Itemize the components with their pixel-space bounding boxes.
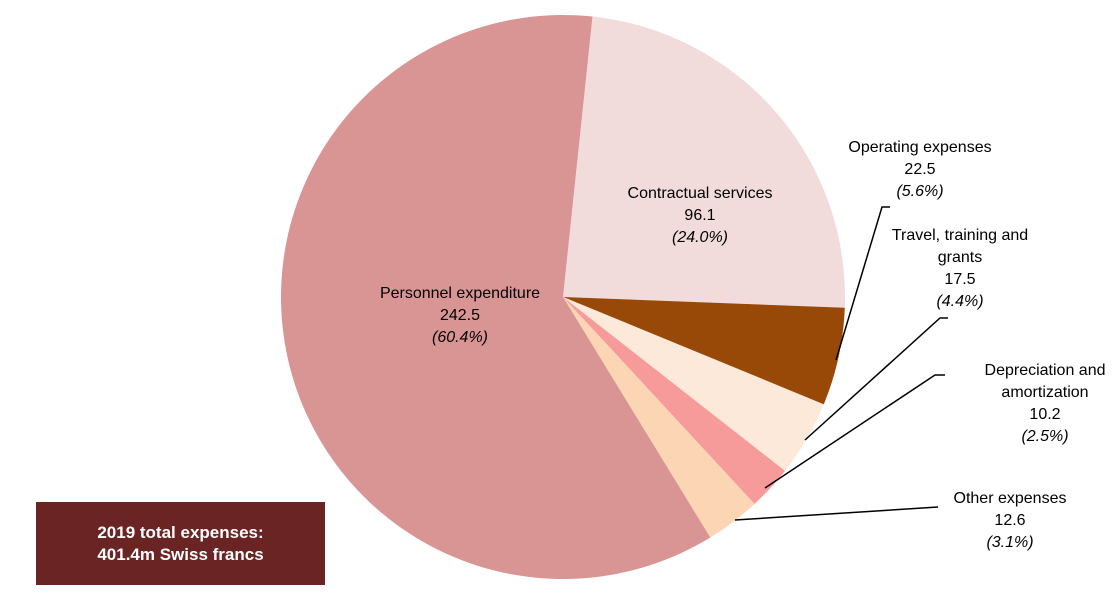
total-note: 2019 total expenses: 401.4m Swiss francs	[36, 502, 325, 585]
category-label: Contractual services	[627, 185, 773, 202]
percentage-label: (60.4%)	[431, 329, 489, 346]
value-label: 17.5	[944, 271, 976, 288]
category-label: Personnel expenditure	[379, 285, 541, 302]
percentage-label: (24.0%)	[671, 229, 729, 246]
slices	[280, 14, 845, 579]
note-line: 2019 total expenses:	[97, 522, 264, 542]
category-label: Operating expenses	[848, 139, 992, 156]
category-label: Travel, training and grants	[891, 227, 1029, 266]
slice-label: Personnel expenditure 242.5 (60.4%)	[340, 283, 580, 349]
category-label: Other expenses	[953, 490, 1067, 507]
value-label: 22.5	[904, 161, 936, 178]
leader-line	[835, 206, 890, 361]
percentage-label: (5.6%)	[896, 183, 944, 200]
slice-label: Other expenses 12.6 (3.1%)	[920, 488, 1100, 554]
percentage-label: (2.5%)	[1021, 428, 1069, 445]
note-line: 401.4m Swiss francs	[97, 544, 264, 564]
slice	[563, 297, 786, 504]
slice	[563, 16, 845, 308]
slice	[563, 297, 824, 471]
slice-label: Travel, training and grants 17.5 (4.4%)	[875, 225, 1045, 313]
slice-label: Operating expenses 22.5 (5.6%)	[810, 137, 1030, 203]
leader-lines	[734, 206, 948, 521]
value-label: 10.2	[1029, 406, 1061, 423]
slice	[563, 297, 755, 538]
leader-line	[734, 506, 939, 521]
category-label: Depreciation and amortization	[984, 362, 1106, 401]
leader-line	[764, 374, 945, 489]
leader-line	[804, 317, 948, 441]
slice-label: Depreciation and amortization 10.2 (2.5%)	[975, 360, 1114, 448]
slice	[280, 14, 711, 579]
percentage-label: (3.1%)	[986, 534, 1034, 551]
value-label: 96.1	[684, 207, 716, 224]
value-label: 242.5	[439, 307, 481, 324]
percentage-label: (4.4%)	[936, 293, 984, 310]
slice	[563, 297, 845, 405]
slice-label: Contractual services 96.1 (24.0%)	[580, 183, 820, 249]
value-label: 12.6	[994, 512, 1026, 529]
